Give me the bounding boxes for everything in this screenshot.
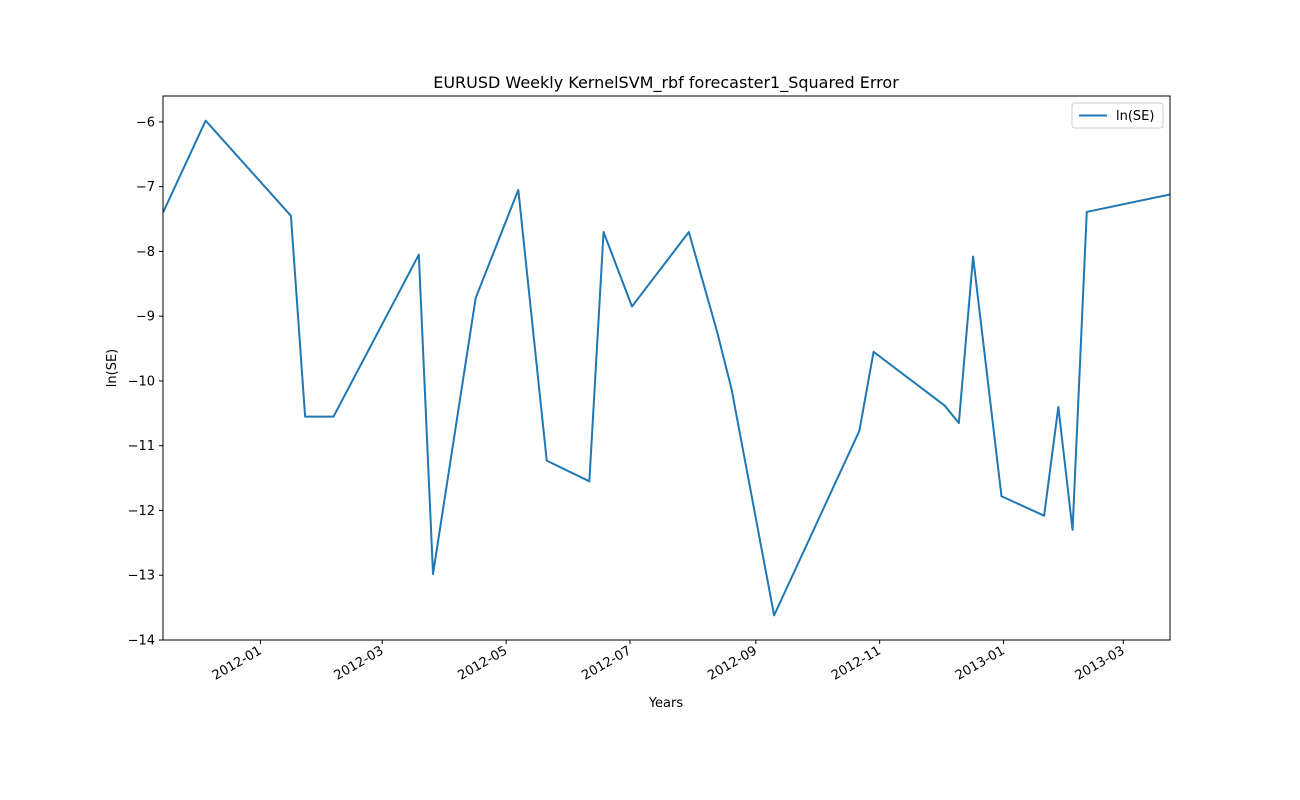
x-axis-label: Years xyxy=(648,696,684,711)
y-tick-label: −12 xyxy=(128,504,155,519)
x-tick-label: 2012-09 xyxy=(705,643,760,683)
x-tick-label: 2012-01 xyxy=(210,643,265,683)
y-tick-label: −7 xyxy=(136,180,155,195)
y-tick-label: −10 xyxy=(128,374,155,389)
plot-frame xyxy=(162,95,1171,641)
y-axis-label: ln(SE) xyxy=(105,349,120,387)
y-tick-label: −9 xyxy=(136,310,155,325)
series-layer xyxy=(163,119,1170,617)
y-tick-label: −11 xyxy=(128,439,155,454)
legend-box xyxy=(1071,102,1164,129)
x-tick-label: 2012-03 xyxy=(332,643,387,683)
y-tick-label: −13 xyxy=(128,569,155,584)
y-tick-label: −14 xyxy=(128,634,155,649)
legend-label: ln(SE) xyxy=(1116,109,1154,124)
x-tick-label: 2013-03 xyxy=(1073,643,1128,683)
x-tick-label: 2013-01 xyxy=(953,643,1008,683)
chart-title: EURUSD Weekly KernelSVM_rbf forecaster1_… xyxy=(433,73,899,93)
x-tick-label: 2012-11 xyxy=(829,643,884,683)
series-line xyxy=(163,119,1170,617)
x-tick-label: 2012-05 xyxy=(456,643,511,683)
x-tick-label: 2012-07 xyxy=(579,643,634,683)
x-axis: 2012-01 2012-03 2012-05 2012-07 2012-09 2012-… xyxy=(210,640,1127,684)
y-tick-label: −6 xyxy=(136,115,155,130)
legend: ln(SE) xyxy=(1071,102,1164,129)
y-axis: −14 −13 −12 −11 −10 −9 −8 −7 −6 xyxy=(128,115,163,649)
y-tick-label: −8 xyxy=(136,245,155,260)
